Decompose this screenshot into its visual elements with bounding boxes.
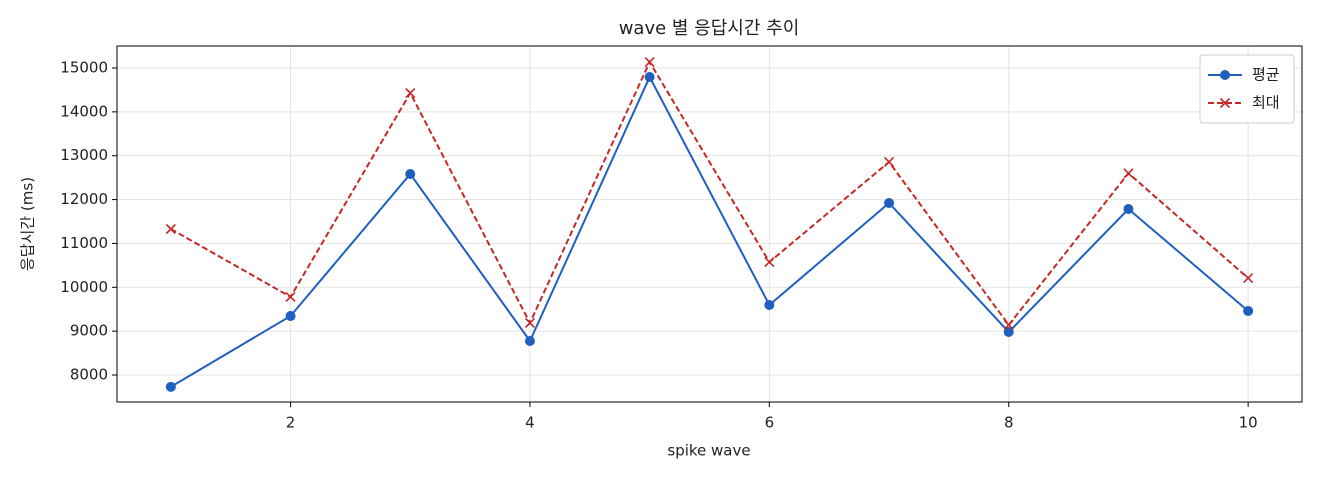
point <box>1123 168 1134 179</box>
point <box>1123 204 1134 215</box>
point <box>165 381 176 392</box>
y-tick-label: 14000 <box>60 102 108 120</box>
series-line <box>170 59 1249 327</box>
x-tick-label: 8 <box>1004 414 1014 432</box>
legend-label: 최대 <box>1252 94 1280 112</box>
y-tick-label: 15000 <box>60 59 108 77</box>
y-tick-label: 8000 <box>70 365 108 383</box>
plot-frame <box>116 45 1303 403</box>
legend-box <box>1199 54 1295 124</box>
point <box>644 56 655 68</box>
series-line <box>170 74 1249 388</box>
x-axis-label: spike wave <box>667 442 750 460</box>
point <box>524 336 535 347</box>
point <box>1003 327 1014 338</box>
y-tick-label: 12000 <box>60 190 108 208</box>
x-tick-label: 2 <box>286 414 296 432</box>
point <box>644 72 655 83</box>
point <box>1243 273 1254 284</box>
x-tick-label: 4 <box>525 414 535 432</box>
legend-marker <box>1220 70 1230 80</box>
point <box>285 311 296 322</box>
chart-title: wave 별 응답시간 추이 <box>619 18 800 39</box>
y-tick-label: 10000 <box>60 278 108 296</box>
point <box>764 299 775 310</box>
point <box>285 291 296 302</box>
point <box>764 256 775 268</box>
point <box>405 87 416 99</box>
point <box>1243 305 1254 316</box>
point <box>165 223 176 235</box>
point <box>405 169 416 180</box>
x-tick-label: 10 <box>1239 414 1258 432</box>
point <box>524 317 536 329</box>
y-tick-label: 9000 <box>70 322 108 340</box>
point <box>1003 319 1014 331</box>
y-tick-label: 13000 <box>60 146 108 164</box>
y-tick-label: 11000 <box>60 234 108 252</box>
legend-marker <box>1219 97 1231 109</box>
point <box>884 197 895 208</box>
legend-label: 평균 <box>1252 66 1280 84</box>
y-axis-label: 응답시간 (ms) <box>19 177 37 271</box>
x-tick-label: 6 <box>765 414 775 432</box>
point <box>883 156 895 168</box>
